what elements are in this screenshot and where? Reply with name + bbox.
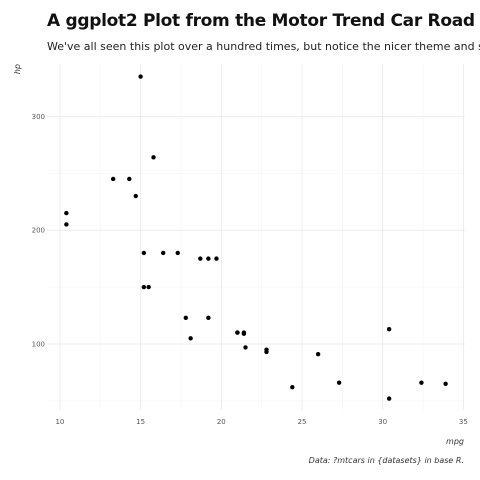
chart-caption: Data: ?mtcars in {datasets} in base R. bbox=[309, 456, 464, 465]
data-point bbox=[133, 193, 138, 199]
data-point bbox=[214, 256, 219, 261]
data-point bbox=[141, 284, 147, 290]
data-point bbox=[198, 256, 203, 261]
data-point bbox=[64, 210, 69, 216]
y-tick-label: 300 bbox=[32, 113, 45, 121]
data-point bbox=[264, 347, 269, 352]
data-point bbox=[151, 155, 156, 160]
x-tick-label: 35 bbox=[459, 418, 468, 426]
x-tick-label: 20 bbox=[217, 418, 226, 426]
data-point bbox=[386, 396, 392, 401]
data-point bbox=[138, 74, 143, 79]
data-point bbox=[290, 385, 295, 390]
data-point bbox=[146, 284, 151, 290]
data-point bbox=[64, 222, 69, 227]
points bbox=[64, 74, 448, 401]
x-tick-label: 10 bbox=[55, 418, 64, 426]
data-point bbox=[443, 381, 448, 387]
data-point bbox=[315, 352, 321, 357]
chart-subtitle: We've all seen this plot over a hundred … bbox=[47, 40, 480, 53]
chart-title: A ggplot2 Plot from the Motor Trend Car … bbox=[47, 11, 480, 31]
data-point bbox=[386, 326, 392, 332]
data-point bbox=[241, 331, 247, 336]
y-tick-label: 100 bbox=[32, 340, 45, 348]
data-point bbox=[235, 330, 240, 335]
x-tick-label: 30 bbox=[378, 418, 387, 426]
data-point bbox=[175, 250, 180, 256]
tick-labels: 10 15 20 25 30 35 100 200 300 bbox=[32, 113, 468, 426]
y-tick-label: 200 bbox=[32, 227, 45, 235]
x-tick-label: 15 bbox=[136, 418, 145, 426]
data-point bbox=[206, 256, 211, 261]
data-point bbox=[141, 250, 147, 256]
data-point bbox=[110, 176, 116, 182]
grid bbox=[47, 64, 465, 410]
data-point bbox=[188, 336, 193, 341]
data-point bbox=[419, 380, 424, 385]
data-point bbox=[336, 380, 342, 385]
x-tick-label: 25 bbox=[298, 418, 307, 426]
data-point bbox=[243, 345, 248, 350]
y-axis-title: hp bbox=[13, 64, 22, 74]
data-point bbox=[206, 315, 211, 321]
data-point bbox=[161, 250, 166, 256]
x-axis-title: mpg bbox=[446, 437, 464, 446]
data-point bbox=[183, 315, 188, 321]
data-point bbox=[127, 176, 132, 182]
